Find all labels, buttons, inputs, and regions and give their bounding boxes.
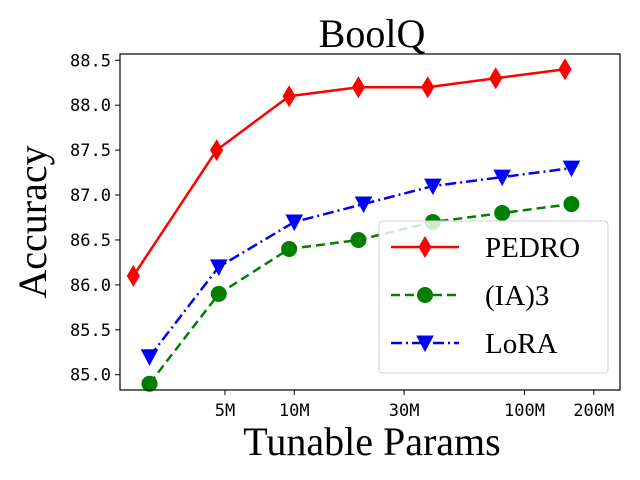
plot-area [126,58,581,392]
legend: PEDRO (IA)3 LoRA [378,220,609,374]
data-point-pedro [558,58,572,81]
x-tick-label: 10M [279,401,310,421]
y-tick-label: 86.5 [70,231,111,251]
data-point-lora [562,160,581,178]
x-tick-label: 200M [573,401,614,421]
data-point-lora [424,178,442,196]
axes-frame [119,53,621,391]
data-point-ia-3 [281,240,298,257]
data-point-lora [285,214,304,232]
data-point-ia-3 [350,231,367,248]
legend-label-lora: LoRA [485,328,558,360]
y-tick-label: 86.0 [70,276,111,296]
data-point-lora [209,259,228,276]
x-axis-label: Tunable Params [243,419,500,464]
data-point-ia-3 [563,196,580,213]
chart-title: BoolQ [319,11,426,56]
data-point-pedro [282,85,296,108]
legend-marker-lora [416,335,434,353]
x-tick-label: 30M [389,401,420,421]
x-tick-label: 5M [215,401,235,421]
axis-ticks: 85.0 85.5 86.0 86.5 87.0 87.5 88.0 88.5 5M 10M 30M… [70,51,614,421]
y-tick-label: 88.0 [70,96,111,116]
x-tick-label: 100M [504,401,545,421]
data-point-pedro [126,264,140,287]
y-tick-label: 88.5 [70,51,111,71]
series-lora [140,160,581,366]
data-point-lora [140,349,159,366]
legend-box [378,220,609,374]
y-tick-label: 85.5 [70,321,111,341]
y-tick-label: 87.5 [70,141,111,161]
y-tick-label: 87.0 [70,186,111,206]
legend-label-pedro: PEDRO [485,232,580,264]
data-point-pedro [421,76,435,99]
data-point-lora [354,196,373,214]
data-point-lora [493,169,511,187]
y-tick-label: 85.0 [70,366,111,386]
series-ia-3 [141,196,580,392]
legend-marker-pedro [418,236,432,258]
legend-marker-ia-3 [417,287,433,303]
data-point-ia-3 [141,375,158,392]
data-point-pedro [489,67,503,90]
legend-label-ia-3: (IA)3 [485,280,549,312]
data-point-pedro [351,76,366,99]
series-pedro [126,58,572,287]
data-point-ia-3 [494,205,511,222]
y-axis-label: Accuracy [10,145,55,298]
data-point-pedro [210,139,224,162]
data-point-ia-3 [210,285,227,302]
